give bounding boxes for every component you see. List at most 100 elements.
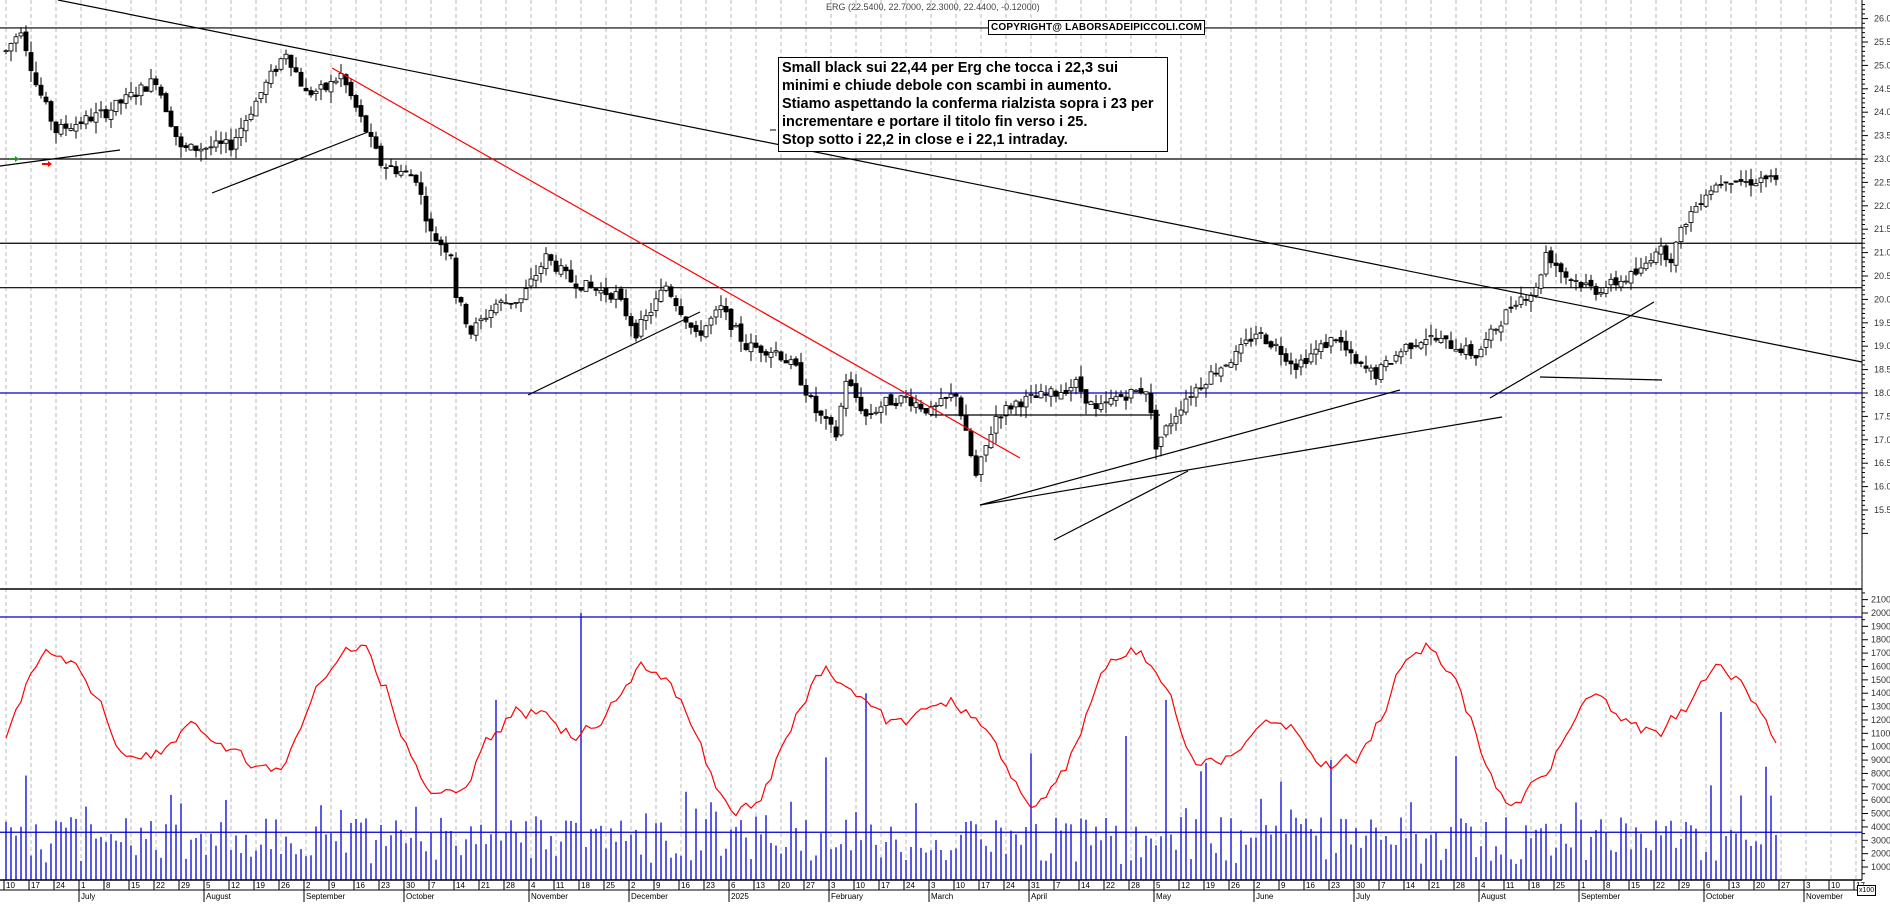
volume-tick-label: 17000	[1871, 648, 1890, 658]
week-label: 9	[1281, 881, 1286, 890]
week-label: 15	[131, 881, 140, 890]
week-label: 24	[906, 881, 915, 890]
price-tick-label: 16.0	[1874, 482, 1890, 492]
note-line: Small black sui 22,44 per Erg che tocca …	[782, 59, 1164, 77]
month-label: April	[1031, 892, 1047, 901]
volume-tick-label: 1000	[1871, 862, 1890, 872]
price-tick-label: 23.5	[1874, 131, 1890, 141]
trendline	[980, 390, 1400, 505]
month-label: December	[631, 892, 668, 901]
price-tick-label: 18.0	[1874, 388, 1890, 398]
price-tick-label: 22.0	[1874, 201, 1890, 211]
volume-tick-label: 10000	[1871, 742, 1890, 752]
analysis-note: Small black sui 22,44 per Erg che tocca …	[778, 57, 1168, 152]
week-label: 29	[181, 881, 190, 890]
volume-tick-label: 12000	[1871, 715, 1890, 725]
week-label: 10	[856, 881, 865, 890]
price-tick-label: 17.0	[1874, 435, 1890, 445]
week-label: 3	[1806, 881, 1811, 890]
week-label: 24	[1006, 881, 1015, 890]
trendline	[58, 0, 1862, 362]
trendline	[528, 312, 700, 395]
week-label: 23	[1331, 881, 1340, 890]
volume-tick-label: 4000	[1871, 822, 1890, 832]
week-label: 17	[981, 881, 990, 890]
week-label: 22	[1656, 881, 1665, 890]
week-label: 28	[1456, 881, 1465, 890]
week-label: 18	[1531, 881, 1540, 890]
month-label: 2025	[731, 892, 749, 901]
week-label: 27	[1781, 881, 1790, 890]
volume-axis: 1000200030004000500060007000800090001000…	[1862, 589, 1890, 880]
week-label: 12	[231, 881, 240, 890]
month-label: March	[931, 892, 953, 901]
week-label: 16	[356, 881, 365, 890]
week-label: 3	[831, 881, 836, 890]
volume-tick-label: 2000	[1871, 849, 1890, 859]
week-label: 2	[631, 881, 636, 890]
week-label: 29	[1681, 881, 1690, 890]
volume-tick-label: 5000	[1871, 809, 1890, 819]
price-tick-label: 23.0	[1874, 154, 1890, 164]
buy-arrow-icon	[9, 156, 19, 162]
week-label: 15	[1631, 881, 1640, 890]
week-label: 4	[531, 881, 536, 890]
week-label: 19	[1206, 881, 1215, 890]
note-line: Stiamo aspettando la conferma rialzista …	[782, 95, 1164, 113]
week-label: 8	[1606, 881, 1611, 890]
week-label: 25	[1556, 881, 1565, 890]
week-label: 10	[6, 881, 15, 890]
month-label: August	[206, 892, 232, 901]
week-label: 2	[306, 881, 311, 890]
month-label: July	[81, 892, 95, 901]
price-tick-label: 20.5	[1874, 271, 1890, 281]
price-tick-label: 25.5	[1874, 37, 1890, 47]
week-label: 17	[31, 881, 40, 890]
month-label: February	[831, 892, 863, 901]
volume-tick-label: 7000	[1871, 782, 1890, 792]
month-label: November	[531, 892, 568, 901]
week-label: 21	[1431, 881, 1440, 890]
week-label: 22	[156, 881, 165, 890]
week-label: 26	[1231, 881, 1240, 890]
sell-arrow-icon	[42, 161, 52, 167]
month-label: October	[406, 892, 435, 901]
volume-tick-label: 8000	[1871, 768, 1890, 778]
week-label: 5	[1156, 881, 1161, 890]
price-tick-label: 24.5	[1874, 84, 1890, 94]
price-tick-label: 17.5	[1874, 411, 1890, 421]
month-label: October	[1706, 892, 1735, 901]
volume-tick-label: 21000	[1871, 595, 1890, 605]
week-label: 20	[781, 881, 790, 890]
week-label: 20	[1756, 881, 1765, 890]
price-tick-label: 15.5	[1874, 505, 1890, 515]
price-tick-label: 19.5	[1874, 318, 1890, 328]
price-tick-label: 25.0	[1874, 60, 1890, 70]
volume-tick-label: 11000	[1871, 728, 1890, 738]
week-label: 10	[1831, 881, 1840, 890]
week-label: 8	[106, 881, 111, 890]
month-label: July	[1356, 892, 1370, 901]
volume-tick-label: 9000	[1871, 755, 1890, 765]
price-tick-label: 19.0	[1874, 341, 1890, 351]
week-label: 28	[506, 881, 515, 890]
month-label: September	[1581, 892, 1620, 901]
week-label: 30	[1356, 881, 1365, 890]
week-label: 6	[1706, 881, 1711, 890]
week-label: 28	[1131, 881, 1140, 890]
volume-tick-label: 3000	[1871, 835, 1890, 845]
month-label: May	[1156, 892, 1171, 901]
week-label: 14	[456, 881, 465, 890]
week-label: 14	[1406, 881, 1415, 890]
volume-moving-average-line	[6, 643, 1776, 815]
week-label: 1	[1581, 881, 1586, 890]
week-label: 12	[1181, 881, 1190, 890]
volume-tick-label: 18000	[1871, 635, 1890, 645]
volume-unit-label: x100	[1857, 885, 1876, 896]
price-tick-label: 26.0	[1874, 14, 1890, 24]
note-line: minimi e chiude debole con scambi in aum…	[782, 77, 1164, 95]
month-label: August	[1481, 892, 1507, 901]
week-label: 18	[581, 881, 590, 890]
week-label: 9	[656, 881, 661, 890]
